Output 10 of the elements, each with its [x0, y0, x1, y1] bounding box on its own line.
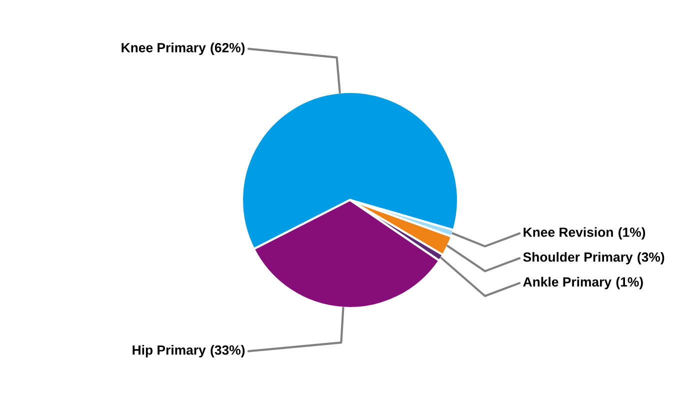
slice-label: Ankle Primary	[523, 276, 612, 290]
data-label: (33%)	[210, 345, 245, 358]
data-label: (1%)	[618, 227, 646, 240]
slice-label: Hip Primary	[132, 345, 206, 358]
data-label: (62%)	[210, 42, 245, 55]
slice-label: Shoulder Primary	[523, 252, 633, 264]
data-label: (3%)	[638, 252, 664, 264]
data-label: (1%)	[616, 276, 643, 290]
slice-label: Knee Primary	[122, 42, 206, 55]
slice-label: Knee Revision	[524, 227, 613, 237]
